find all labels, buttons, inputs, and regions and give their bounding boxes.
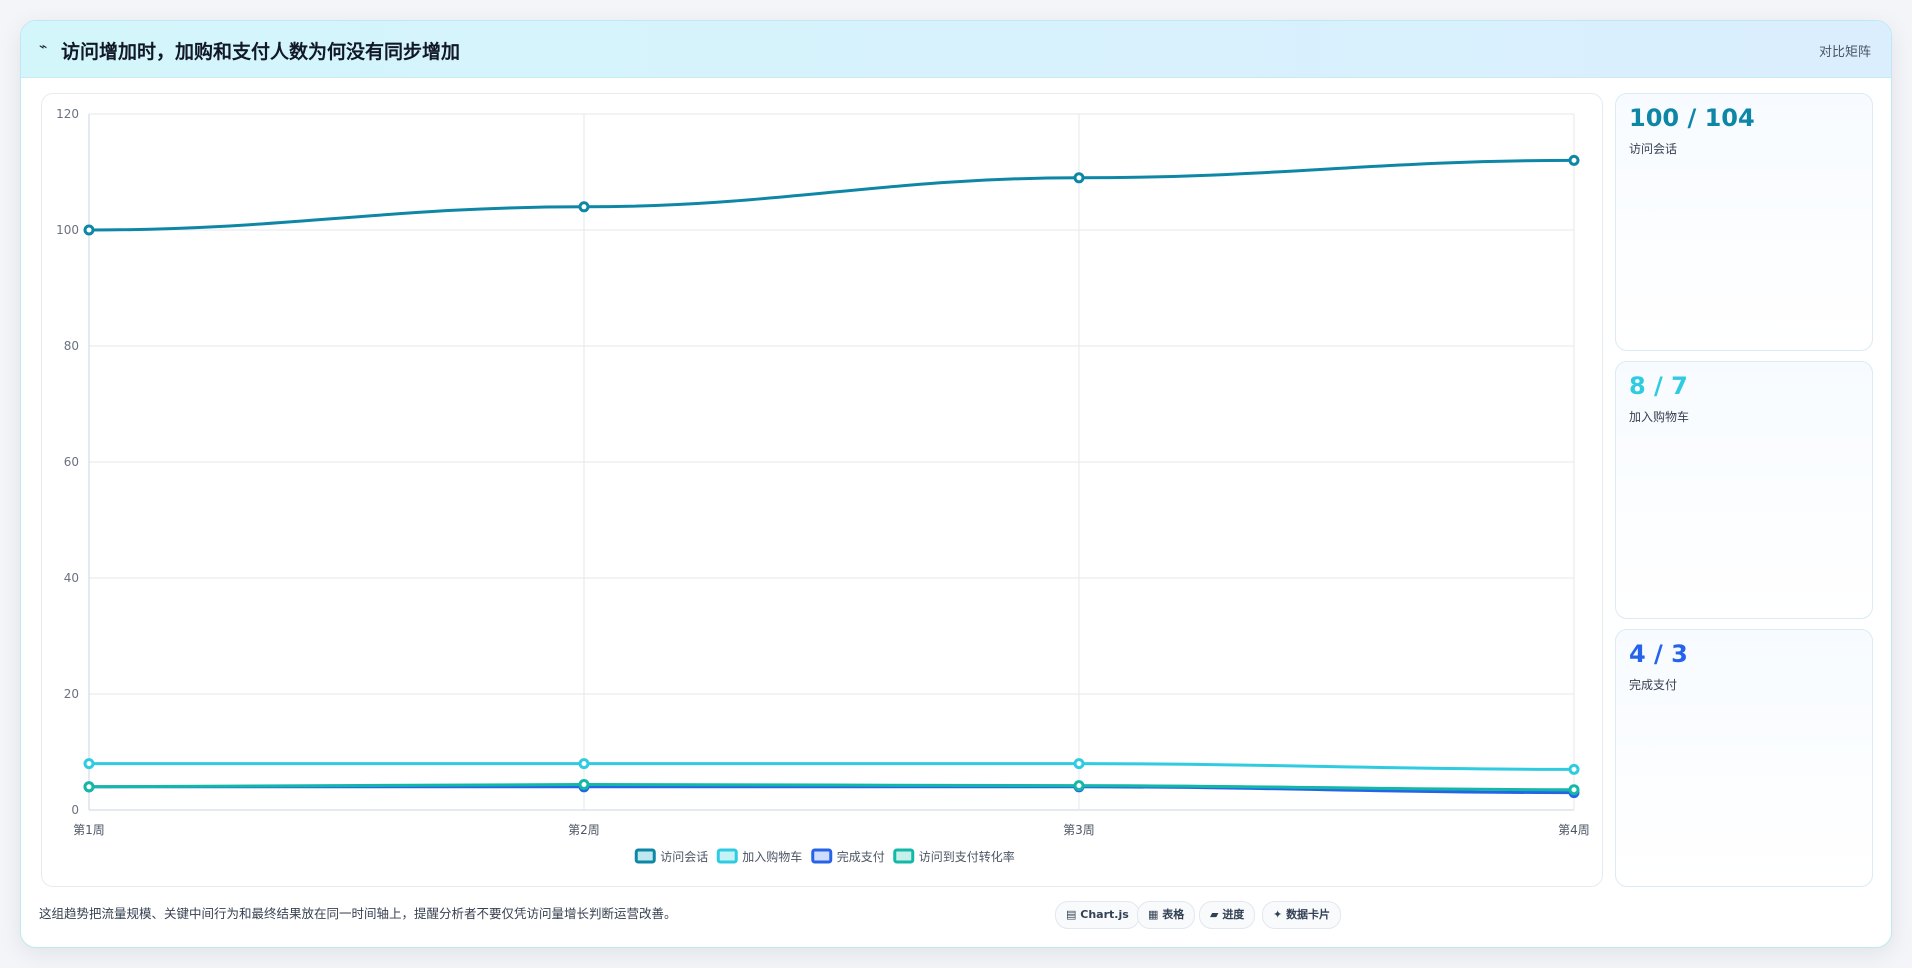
compare-matrix-link[interactable]: 对比矩阵 <box>1818 45 1871 60</box>
legend-swatch <box>893 848 915 864</box>
stat-label: 访问会话 <box>1629 142 1678 156</box>
y-tick-label: 100 <box>56 223 79 237</box>
data-point <box>1568 763 1580 775</box>
data-point <box>83 758 95 770</box>
x-tick-label: 第1周 <box>73 823 105 837</box>
legend-swatch <box>634 848 656 864</box>
legend-swatch <box>811 848 833 864</box>
data-point <box>1568 154 1580 166</box>
stat-card-sessions: 100 / 104 访问会话 <box>1615 93 1873 351</box>
legend-label: 完成支付 <box>837 849 885 864</box>
data-point <box>1568 784 1580 796</box>
data-point <box>578 758 590 770</box>
x-tick-label: 第4周 <box>1558 823 1590 837</box>
chartjs-button[interactable]: ▤ Chart.js <box>1055 901 1140 929</box>
x-tick-label: 第3周 <box>1063 823 1095 837</box>
card-title: 访问增加时，加购和支付人数为何没有同步增加 <box>61 41 461 63</box>
y-tick-label: 80 <box>64 339 79 353</box>
data-point <box>578 778 590 790</box>
series-line <box>87 782 1576 792</box>
series-line <box>87 158 1576 232</box>
legend-label: 访问会话 <box>660 850 708 864</box>
button-label: Chart.js <box>1080 908 1129 921</box>
chart-card: ⌁ 访问增加时，加购和支付人数为何没有同步增加 对比矩阵 0 20 40 60 80 10… <box>20 20 1892 948</box>
button-label: 进度 <box>1222 908 1245 921</box>
series-line <box>87 762 1576 771</box>
progress-icon: ▰ <box>1210 908 1219 921</box>
stat-card-payment: 4 / 3 完成支付 <box>1615 629 1873 887</box>
data-point <box>578 201 590 213</box>
legend-swatch <box>716 848 738 864</box>
card-header: ⌁ 访问增加时，加购和支付人数为何没有同步增加 对比矩阵 <box>21 21 1891 78</box>
data-point <box>1073 172 1085 184</box>
data-card-button[interactable]: ✦ 数据卡片 <box>1262 901 1342 929</box>
chart-description: 这组趋势把流量规模、关键中间行为和最终结果放在同一时间轴上，提醒分析者不要仅凭访… <box>39 906 677 921</box>
y-tick-label: 0 <box>71 803 79 817</box>
table-icon: ▦ <box>1148 908 1159 921</box>
button-label: 表格 <box>1162 908 1185 921</box>
chart-icon: ▤ <box>1066 908 1077 921</box>
stat-label: 完成支付 <box>1629 678 1678 692</box>
data-point <box>1073 780 1085 792</box>
data-point <box>83 224 95 236</box>
y-tick-label: 60 <box>64 455 79 469</box>
stat-value: 4 / 3 <box>1629 640 1688 668</box>
y-tick-label: 40 <box>64 571 79 585</box>
y-tick-label: 20 <box>64 687 79 701</box>
chart-panel: 0 20 40 60 80 100 120 第1周 第2周 第3周 第4周访问会话 加入购物车 完成支付… <box>41 93 1603 887</box>
y-tick-label: 120 <box>56 107 79 121</box>
trend-icon: ⌁ <box>39 39 48 55</box>
stat-label: 加入购物车 <box>1629 410 1690 424</box>
legend-label: 访问到支付转化率 <box>919 849 1015 864</box>
table-button[interactable]: ▦ 表格 <box>1137 901 1196 929</box>
stat-value: 8 / 7 <box>1629 372 1688 400</box>
sparkle-icon: ✦ <box>1273 908 1283 921</box>
legend-label: 加入购物车 <box>742 849 802 864</box>
data-point <box>83 781 95 793</box>
x-tick-label: 第2周 <box>568 823 600 837</box>
progress-button[interactable]: ▰ 进度 <box>1199 901 1256 929</box>
data-point <box>1073 758 1085 770</box>
button-label: 数据卡片 <box>1286 908 1331 921</box>
stat-value: 100 / 104 <box>1629 104 1755 132</box>
stat-card-cart: 8 / 7 加入购物车 <box>1615 361 1873 619</box>
